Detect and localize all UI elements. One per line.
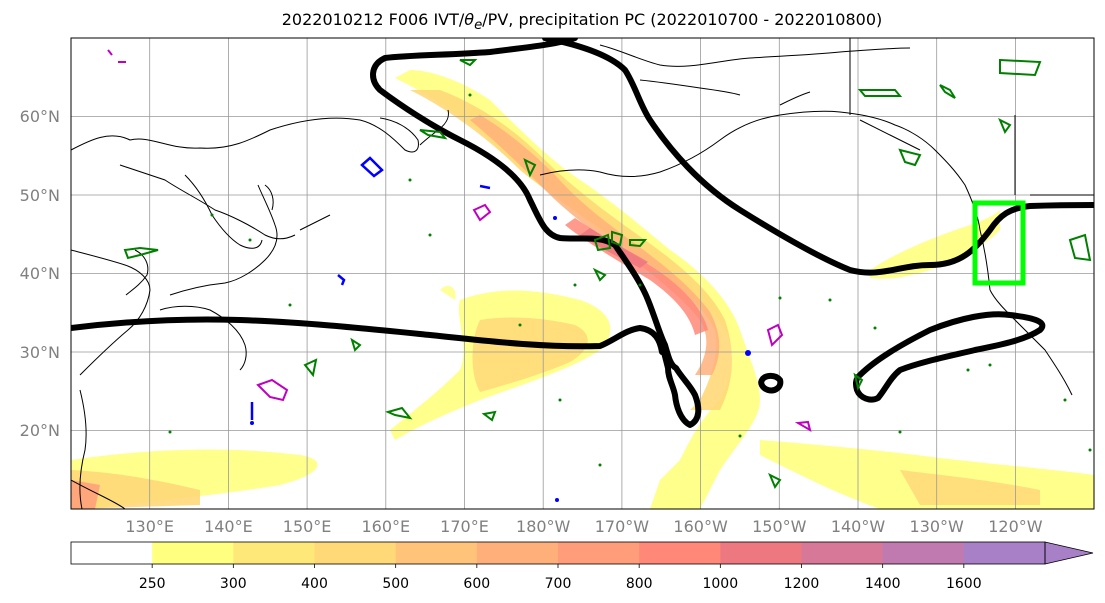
lon-tick-label: 160°E [361, 517, 410, 536]
lon-tick-label: 130°W [910, 517, 965, 536]
theta-e-contours [71, 38, 1094, 428]
lon-tick-labels: 130°E 140°E 150°E 160°E 170°E 180°W 170°… [125, 517, 1042, 536]
colorbar: 250 300 400 500 600 700 800 1000 1200 14… [70, 541, 1094, 592]
lat-tick-label: 40°N [20, 264, 60, 283]
lon-tick-label: 170°E [440, 517, 489, 536]
lon-tick-label: 150°W [752, 517, 807, 536]
pv-dots-blue [250, 216, 751, 502]
colorbar-label: 1200 [784, 576, 820, 592]
lon-tick-label: 140°E [204, 517, 253, 536]
map-frame [70, 37, 1095, 510]
colorbar-label: 1000 [702, 576, 738, 592]
ivt-shading [71, 70, 1094, 509]
colorbar-swatch [71, 542, 153, 564]
lat-tick-label: 20°N [20, 421, 60, 440]
lon-tick-label: 170°W [595, 517, 650, 536]
colorbar-swatch [558, 542, 640, 564]
colorbar-swatches [71, 542, 1046, 564]
colorbar-label: 600 [463, 576, 490, 592]
colorbar-ticks [151, 564, 965, 568]
colorbar-label: 700 [545, 576, 572, 592]
pv-dots [168, 93, 1092, 467]
colorbar-label: 400 [301, 576, 328, 592]
colorbar-swatch [314, 542, 397, 564]
pv-contours-magenta [107, 49, 812, 433]
colorbar-swatch [882, 542, 965, 564]
colorbar-labels: 250 300 400 500 600 700 800 1000 1200 14… [139, 576, 982, 592]
colorbar-swatch [476, 542, 559, 564]
lon-tick-label: 150°E [283, 517, 332, 536]
colorbar-label: 500 [382, 576, 409, 592]
lon-tick-label: 130°E [125, 517, 174, 536]
colorbar-label: 1400 [865, 576, 901, 592]
lon-tick-label: 140°W [831, 517, 886, 536]
lat-tick-label: 60°N [20, 107, 60, 126]
colorbar-label: 250 [139, 576, 166, 592]
colorbar-label: 800 [626, 576, 653, 592]
highlight-box [972, 200, 1026, 286]
coastlines [71, 38, 1094, 509]
colorbar-swatch [395, 542, 478, 564]
pv-contours-blue [250, 156, 491, 420]
colorbar-swatch [233, 542, 315, 564]
lon-tick-label: 160°W [673, 517, 728, 536]
colorbar-swatch [720, 542, 802, 564]
colorbar-label: 300 [220, 576, 247, 592]
gridlines [71, 38, 1094, 509]
colorbar-extend-arrow [1044, 541, 1094, 565]
colorbar-label: 1600 [946, 576, 982, 592]
figure-title: 2022010212 F006 IVT/θe/PV, precipitation… [281, 10, 883, 34]
colorbar-swatch [639, 542, 721, 564]
colorbar-swatch [152, 542, 234, 564]
lat-tick-labels: 60°N 50°N 40°N 30°N 20°N [20, 107, 60, 440]
lat-tick-label: 50°N [20, 186, 60, 205]
pv-contours-green [123, 58, 1092, 490]
colorbar-swatch [963, 542, 1046, 564]
colorbar-swatch [801, 542, 884, 564]
lon-tick-label: 120°W [988, 517, 1043, 536]
lat-tick-label: 30°N [20, 343, 60, 362]
lon-tick-label: 180°W [516, 517, 571, 536]
